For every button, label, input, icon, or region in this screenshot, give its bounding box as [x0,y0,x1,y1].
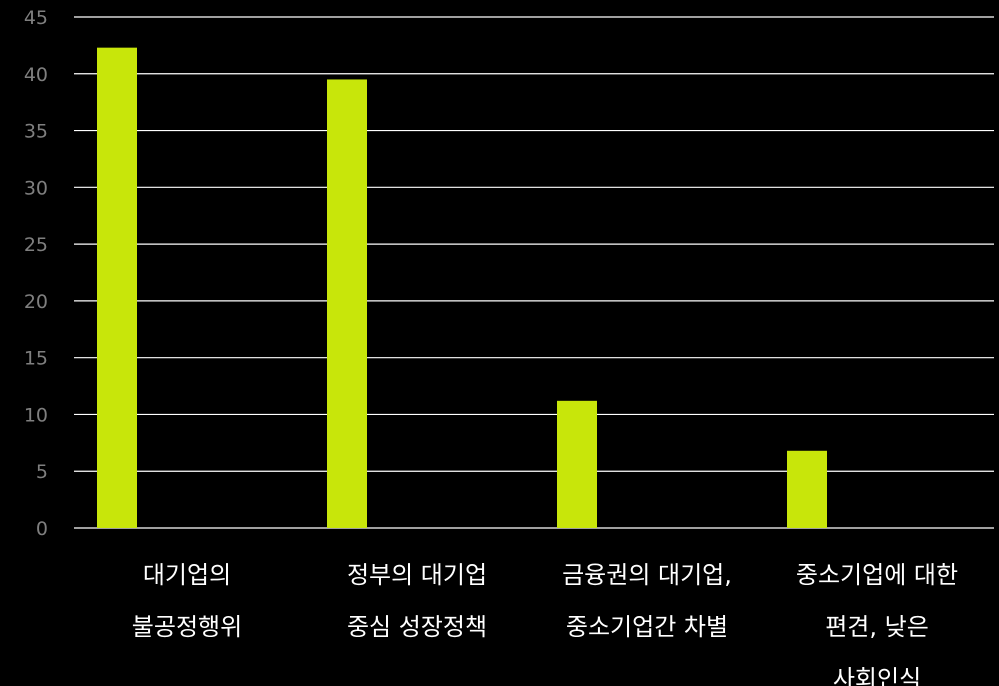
y-tick-label: 20 [24,291,48,313]
y-tick-label: 30 [24,177,48,199]
y-tick-label: 10 [24,404,48,426]
x-tick-label: 금융권의 대기업, 중소기업간 차별 [562,561,732,641]
y-axis-ticks: 0 5 10 15 20 25 30 35 40 45 [24,7,48,540]
x-tick-label-line: 중심 성장정책 [347,613,487,641]
x-tick-label-line: 편견, 낮은 [825,613,929,641]
y-tick-label: 45 [24,7,48,29]
x-tick-label-line: 불공정행위 [132,613,242,641]
x-tick-label-line: 중소기업간 차별 [566,613,728,641]
x-tick-label-line: 정부의 대기업 [347,561,487,589]
bars [97,47,827,528]
y-tick-label: 25 [24,234,48,256]
y-tick-label: 5 [36,461,48,483]
x-tick-label-line: 대기업의 [143,561,231,589]
y-tick-label: 40 [24,64,48,86]
y-tick-label: 0 [36,518,48,540]
y-tick-label: 35 [24,121,48,143]
bar [787,450,827,528]
y-tick-label: 15 [24,348,48,370]
x-tick-label-line: 중소기업에 대한 [796,561,958,589]
bar [327,79,367,528]
bar [97,47,137,528]
x-tick-label-line: 사회인식 [833,665,921,686]
gridlines [74,16,994,529]
bar [557,400,597,528]
x-tick-label-line: 금융권의 대기업, [562,561,732,589]
